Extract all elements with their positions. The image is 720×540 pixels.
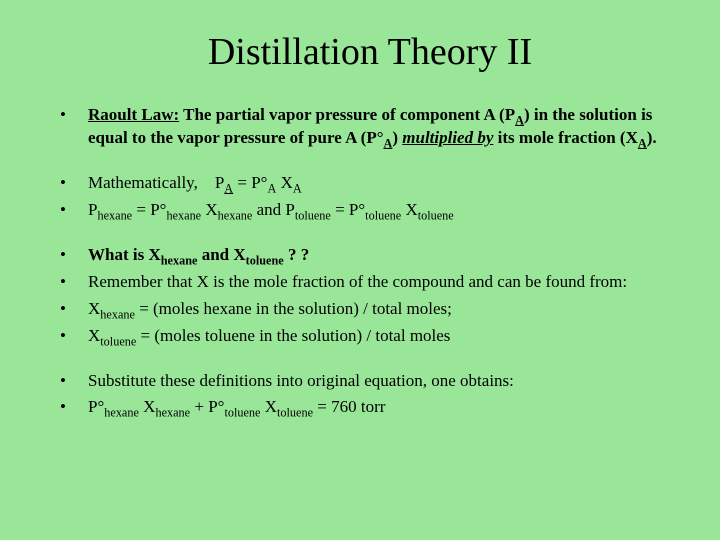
- bullet-raoult-law: Raoult Law: The partial vapor pressure o…: [60, 104, 680, 150]
- bullet-xtoluene-def: Xtoluene = (moles toluene in the solutio…: [60, 325, 680, 348]
- bullet-what-is-x: What is Xhexane and Xtoluene ? ?: [60, 244, 680, 267]
- bullet-list: Raoult Law: The partial vapor pressure o…: [60, 104, 680, 419]
- bullet-math-form: Mathematically, PA = P°A XA: [60, 172, 680, 195]
- bullet-final-eqn: P°hexane Xhexane + P°toluene Xtoluene = …: [60, 396, 680, 419]
- bullet-hex-tol-eqn: Phexane = P°hexane Xhexane and Ptoluene …: [60, 199, 680, 222]
- bullet-xhexane-def: Xhexane = (moles hexane in the solution)…: [60, 298, 680, 321]
- slide-title: Distillation Theory II: [60, 30, 680, 74]
- bullet-remember-x: Remember that X is the mole fraction of …: [60, 271, 680, 294]
- bullet-substitute: Substitute these definitions into origin…: [60, 370, 680, 393]
- slide: Distillation Theory II Raoult Law: The p…: [0, 0, 720, 540]
